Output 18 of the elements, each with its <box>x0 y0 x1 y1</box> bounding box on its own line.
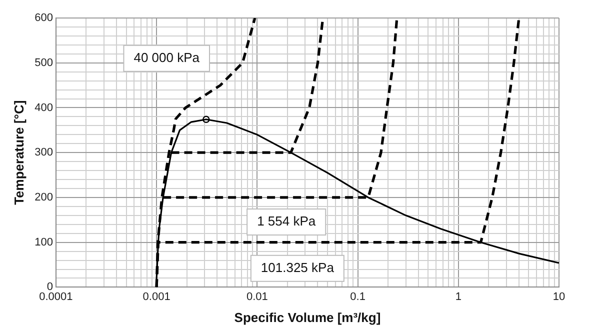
x-axis-title: Specific Volume [m³/kg] <box>234 310 381 325</box>
x-tick-label: 10 <box>552 290 566 303</box>
annotation: 101.325 kPa <box>260 260 335 275</box>
y-tick-label: 100 <box>34 236 53 248</box>
y-tick-label: 400 <box>34 102 53 114</box>
x-tick-label: 0.1 <box>350 290 366 303</box>
annotation: 1 554 kPa <box>257 214 316 229</box>
annotation: 40 000 kPa <box>134 50 200 65</box>
x-tick-label: 0.001 <box>142 290 170 303</box>
x-tick-label: 0.01 <box>246 290 268 303</box>
x-tick-label: 1 <box>455 290 462 303</box>
y-tick-label: 500 <box>34 56 53 69</box>
y-tick-label: 200 <box>34 192 53 204</box>
y-tick-label: 300 <box>34 146 53 159</box>
y-tick-label: 0 <box>46 281 53 294</box>
y-axis-title: Temperature [°C] <box>11 100 26 205</box>
x-tick-label: 0.0001 <box>39 290 73 303</box>
y-tick-label: 600 <box>34 12 53 24</box>
